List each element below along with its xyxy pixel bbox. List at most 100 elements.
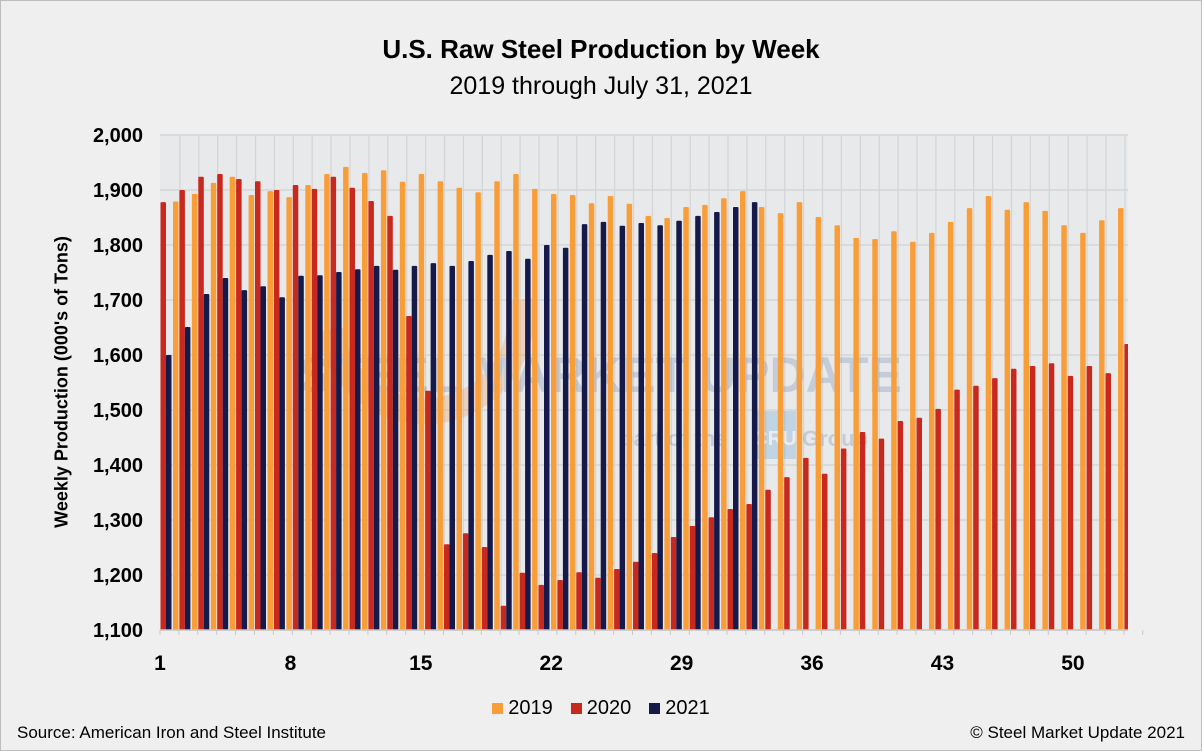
bar-2020-week-31 xyxy=(727,509,733,630)
bar-2019-week-40 xyxy=(910,241,916,630)
bar-2020-week-1 xyxy=(160,202,166,630)
bar-2020-week-28 xyxy=(670,537,677,630)
y-tick-label: 1,800 xyxy=(93,235,143,257)
bar-2020-week-42 xyxy=(935,408,941,630)
bar-2020-week-27 xyxy=(651,553,658,630)
bar-2019-week-50 xyxy=(1099,220,1105,630)
bar-2019-week-10 xyxy=(343,166,349,630)
bar-2021-week-19 xyxy=(506,251,512,630)
bar-2020-week-34 xyxy=(784,477,790,630)
x-tick-label: 15 xyxy=(409,652,433,675)
bar-2020-week-47 xyxy=(1029,366,1036,630)
bar-2019-week-16 xyxy=(456,187,462,630)
bar-2020-week-24 xyxy=(595,577,601,630)
chart-subtitle: 2019 through July 31, 2021 xyxy=(449,72,753,100)
bar-2020-week-51 xyxy=(1105,373,1111,630)
bar-2021-week-10 xyxy=(336,271,342,630)
bar-2020-week-50 xyxy=(1086,366,1093,630)
bar-2019-week-11 xyxy=(362,172,368,630)
bar-2019-week-19 xyxy=(513,174,519,630)
bar-2019-week-39 xyxy=(891,231,897,630)
y-tick-label: 1,100 xyxy=(93,620,143,642)
legend-label: 2019 xyxy=(508,697,553,719)
bar-2021-week-6 xyxy=(260,286,266,630)
bar-2020-week-11 xyxy=(349,187,355,630)
bar-2020-week-3 xyxy=(198,176,204,630)
bar-2020-week-10 xyxy=(330,176,337,630)
legend-label: 2021 xyxy=(665,697,710,719)
y-tick-label: 1,300 xyxy=(93,510,143,532)
bar-2020-week-43 xyxy=(954,389,960,630)
bar-2021-week-22 xyxy=(562,247,569,630)
bar-2019-week-43 xyxy=(966,208,973,630)
bar-2020-week-18 xyxy=(481,546,488,630)
bar-2019-week-47 xyxy=(1042,210,1048,630)
bar-2020-week-12 xyxy=(368,201,374,630)
bar-2020-week-38 xyxy=(859,432,866,630)
bar-2019-week-18 xyxy=(494,181,500,630)
bar-2019-week-8 xyxy=(305,185,311,630)
bar-2021-week-14 xyxy=(411,265,418,630)
bar-2021-week-3 xyxy=(203,293,210,630)
bar-2021-week-11 xyxy=(355,269,361,630)
bar-2020-week-9 xyxy=(311,188,318,630)
legend-item-2021: 2021 xyxy=(649,697,710,720)
x-tick-label: 29 xyxy=(670,652,693,675)
bar-2020-week-17 xyxy=(462,533,469,630)
bar-2020-week-20 xyxy=(519,572,526,630)
y-tick-label: 1,700 xyxy=(93,290,143,312)
bar-2020-week-35 xyxy=(803,457,809,630)
bar-2019-week-44 xyxy=(985,196,992,630)
x-tick-label: 8 xyxy=(285,652,297,675)
bar-2019-week-38 xyxy=(872,238,878,630)
bar-2020-week-4 xyxy=(217,174,223,630)
bar-2020-week-40 xyxy=(897,421,904,630)
bar-2021-week-18 xyxy=(487,254,493,630)
bar-2019-week-35 xyxy=(815,216,822,630)
bar-2019-week-20 xyxy=(532,188,538,630)
bar-2019-week-28 xyxy=(683,207,689,630)
bar-2019-week-17 xyxy=(475,192,481,630)
bar-2020-week-33 xyxy=(765,489,771,630)
source-note: Source: American Iron and Steel Institut… xyxy=(17,723,327,742)
x-tick-label: 1 xyxy=(154,652,166,675)
bar-2021-week-9 xyxy=(317,275,323,630)
bar-2019-week-41 xyxy=(929,232,935,630)
bar-2021-week-20 xyxy=(525,258,531,630)
bar-2019-week-30 xyxy=(721,198,727,630)
bar-2019-week-21 xyxy=(551,193,557,630)
bar-2021-week-15 xyxy=(430,263,437,630)
bar-2019-week-9 xyxy=(324,174,330,630)
bar-2019-week-25 xyxy=(626,203,633,630)
legend: 2019 2020 2021 xyxy=(0,697,1202,720)
bar-2019-week-23 xyxy=(588,203,595,630)
y-tick-label: 1,900 xyxy=(93,180,143,202)
bar-2019-week-1 xyxy=(173,201,179,630)
bar-2019-week-3 xyxy=(210,182,217,630)
bar-2021-week-5 xyxy=(241,290,248,630)
bar-2020-week-26 xyxy=(633,561,639,630)
bar-2019-week-27 xyxy=(664,218,670,630)
bar-2021-week-12 xyxy=(373,265,380,630)
copyright-note: © Steel Market Update 2021 xyxy=(970,723,1185,742)
bar-2019-week-49 xyxy=(1080,232,1086,630)
bar-2019-week-46 xyxy=(1023,202,1029,630)
bar-2019-week-12 xyxy=(380,170,387,630)
bar-2021-week-7 xyxy=(279,297,285,630)
x-tick-label: 50 xyxy=(1061,652,1084,675)
legend-label: 2020 xyxy=(586,697,632,719)
bar-2020-week-23 xyxy=(576,572,582,630)
bar-2020-week-22 xyxy=(557,579,563,630)
bar-2020-week-2 xyxy=(179,190,185,630)
bar-2019-week-15 xyxy=(437,181,444,630)
bar-2020-week-16 xyxy=(444,544,450,630)
bar-2019-week-13 xyxy=(399,181,406,630)
x-tick-label: 22 xyxy=(540,652,563,675)
bar-2021-week-28 xyxy=(676,220,682,630)
bar-2020-week-48 xyxy=(1048,363,1055,630)
legend-item-2020: 2020 xyxy=(570,697,632,720)
bar-2021-week-27 xyxy=(657,225,663,630)
bar-2021-week-29 xyxy=(695,215,701,630)
bar-2020-week-29 xyxy=(689,526,696,630)
x-tick-label: 36 xyxy=(800,652,823,675)
